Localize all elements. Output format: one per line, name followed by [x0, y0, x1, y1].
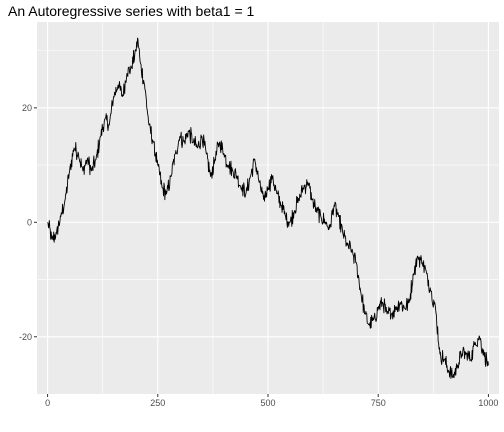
major-gridlines [37, 22, 499, 394]
series-layer [47, 37, 489, 379]
y-tick-label: -20 [19, 332, 32, 342]
x-tick-label: 1000 [478, 398, 498, 408]
axis-ticks [34, 107, 489, 397]
x-tick-label: 250 [150, 398, 165, 408]
x-tick-label: 0 [45, 398, 50, 408]
y-tick-label: 0 [27, 217, 32, 227]
x-tick-label: 750 [371, 398, 386, 408]
y-tick-label: 20 [22, 103, 32, 113]
x-tick-label: 500 [260, 398, 275, 408]
chart-title: An Autoregressive series with beta1 = 1 [8, 3, 255, 19]
series-line [47, 37, 489, 379]
axis-tick-labels: 0 250 500 750 1000 -20 0 20 [19, 103, 498, 408]
